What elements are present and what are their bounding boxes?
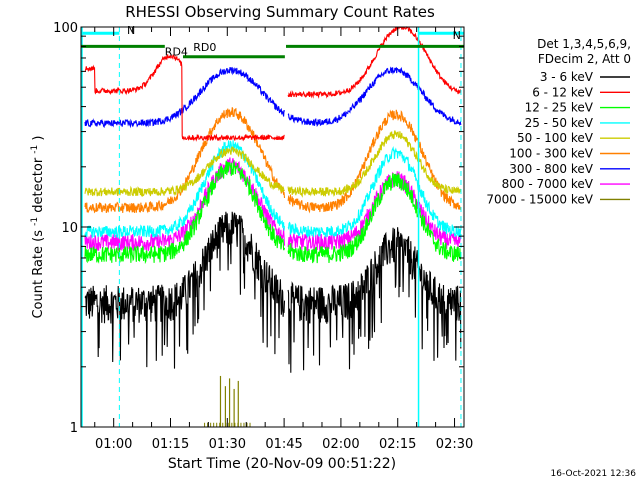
series-trace-12-25-keV: [84, 160, 462, 265]
series-trace-50-100-keV: [84, 130, 462, 198]
legend-entry-label: 100 - 300 keV: [509, 147, 593, 161]
x-tick-label: 01:45: [265, 437, 302, 452]
legend-entry-label: 50 - 100 keV: [517, 131, 594, 145]
series-trace-25-50-keV: [84, 140, 462, 239]
night-label-1: N: [127, 24, 135, 37]
legend: Det 1,3,4,5,6,9, FDecim 2, Att 0 3 - 6 k…: [486, 37, 631, 206]
chart-title: RHESSI Observing Summary Count Rates: [125, 3, 435, 21]
y-axis-label-sup1: -1: [30, 217, 40, 226]
plot-data-layer: [84, 26, 462, 427]
x-tick-label: 02:00: [322, 437, 359, 452]
series-trace-6-12-keV: [84, 26, 462, 142]
timestamp: 16-Oct-2021 12:36: [551, 469, 637, 479]
series-trace-300-800-keV: [84, 66, 462, 129]
legend-header-line-2: FDecim 2, Att 0: [538, 52, 631, 66]
y-axis-label: Count Rate (s -1 detector -1 ): [30, 135, 46, 318]
x-tick-label: 01:30: [209, 437, 246, 452]
legend-entry-label: 7000 - 15000 keV: [486, 192, 593, 206]
legend-entry-label: 800 - 7000 keV: [502, 177, 594, 191]
y-axis-label-main: Count Rate (s: [31, 230, 46, 319]
axes-layer: 01:00 01:15 01:30 01:45 02:00 02:15 02:30 1 10 10…: [53, 21, 473, 452]
y-axis-label-end: ): [31, 135, 46, 140]
legend-entry-label: 3 - 6 keV: [540, 70, 594, 84]
x-tick-label: 01:00: [95, 437, 132, 452]
night-label-2: N: [453, 29, 461, 42]
rd4-label: RD4: [165, 46, 188, 59]
legend-entry-label: 12 - 25 keV: [525, 101, 594, 115]
legend-header-line-1: Det 1,3,4,5,6,9,: [537, 37, 631, 51]
legend-entry-label: 300 - 800 keV: [509, 162, 593, 176]
legend-entry-label: 6 - 12 keV: [532, 85, 594, 99]
legend-entry-label: 25 - 50 keV: [525, 116, 594, 130]
x-axis-label: Start Time (20-Nov-09 00:51:22): [168, 456, 396, 472]
y-tick-label: 10: [61, 221, 78, 236]
y-axis-label-sup2: -1: [30, 145, 40, 154]
x-tick-label: 02:15: [379, 437, 416, 452]
x-tick-label: 02:30: [436, 437, 473, 452]
rd0-label: RD0: [193, 41, 216, 54]
x-tick-label: 01:15: [152, 437, 189, 452]
y-tick-label: 1: [70, 421, 78, 436]
series-trace-3-6-keV: [84, 211, 462, 373]
y-axis-label-mid: detector: [31, 157, 46, 213]
y-tick-label: 100: [53, 21, 78, 36]
